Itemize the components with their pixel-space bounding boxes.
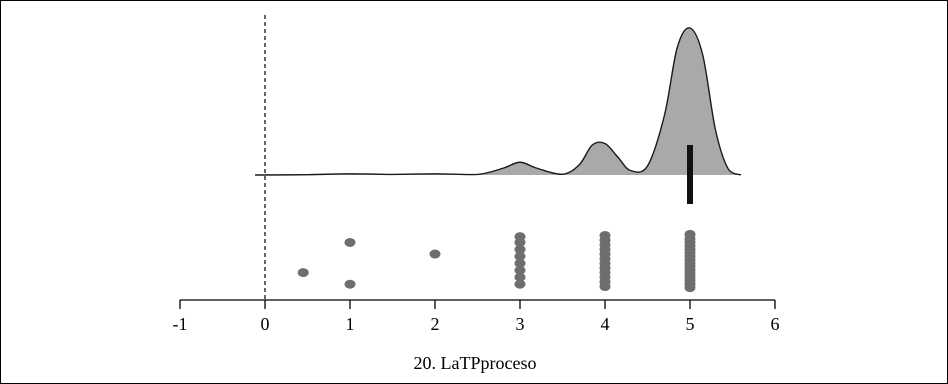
x-tick-label: 4 <box>601 314 610 334</box>
data-point <box>514 279 526 289</box>
x-tick-label: 1 <box>346 314 355 334</box>
x-tick-label: 3 <box>516 314 525 334</box>
data-point <box>599 230 611 240</box>
data-point <box>684 229 696 239</box>
x-tick-label: 0 <box>261 314 270 334</box>
data-point <box>514 232 526 242</box>
density-layer <box>255 27 742 176</box>
data-point <box>514 251 526 261</box>
density-area <box>256 27 741 176</box>
data-point <box>344 279 356 289</box>
data-point <box>514 244 526 254</box>
data-point <box>297 268 309 278</box>
x-tick-label: 2 <box>431 314 440 334</box>
data-point <box>514 272 526 282</box>
x-axis-title: 20. LaTPproceso <box>414 353 537 373</box>
median-marker <box>687 145 693 204</box>
data-point <box>514 265 526 275</box>
data-point <box>514 258 526 268</box>
points-layer <box>297 229 696 293</box>
density-outline <box>256 27 742 176</box>
data-point <box>429 249 441 259</box>
data-point <box>344 237 356 247</box>
x-tick-label: 5 <box>686 314 695 334</box>
median-layer <box>687 145 693 204</box>
x-axis: -1 0 1 2 3 4 5 6 <box>173 299 780 334</box>
x-tick-label: -1 <box>173 314 188 334</box>
x-tick-label: 6 <box>771 314 780 334</box>
